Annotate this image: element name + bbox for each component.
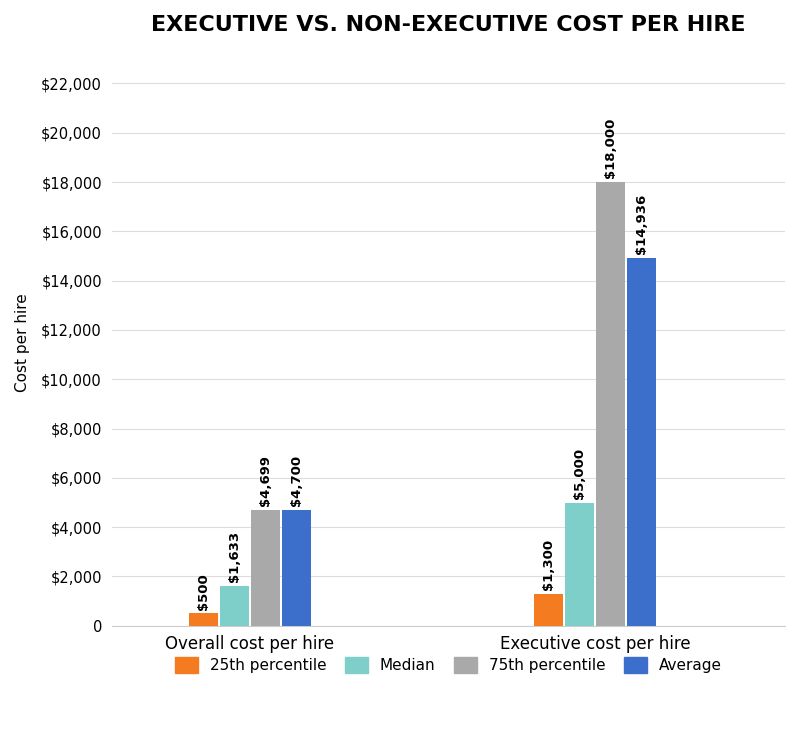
Bar: [627, 258, 656, 625]
Bar: [596, 182, 625, 625]
Text: $500: $500: [197, 573, 210, 610]
Bar: [189, 613, 218, 625]
Bar: [566, 503, 594, 625]
Text: $4,699: $4,699: [259, 455, 272, 506]
Bar: [534, 594, 562, 625]
Text: $1,300: $1,300: [542, 539, 555, 590]
Text: $4,700: $4,700: [290, 455, 303, 506]
Bar: [251, 510, 280, 625]
Y-axis label: Cost per hire: Cost per hire: [15, 293, 30, 392]
Bar: [220, 586, 249, 625]
Text: $1,633: $1,633: [228, 531, 241, 582]
Text: $5,000: $5,000: [573, 448, 586, 499]
Title: EXECUTIVE VS. NON-EXECUTIVE COST PER HIRE: EXECUTIVE VS. NON-EXECUTIVE COST PER HIR…: [151, 15, 746, 35]
Legend: 25th percentile, Median, 75th percentile, Average: 25th percentile, Median, 75th percentile…: [167, 649, 730, 681]
Text: $14,936: $14,936: [635, 194, 648, 254]
Bar: [282, 510, 310, 625]
Text: $18,000: $18,000: [604, 118, 617, 178]
